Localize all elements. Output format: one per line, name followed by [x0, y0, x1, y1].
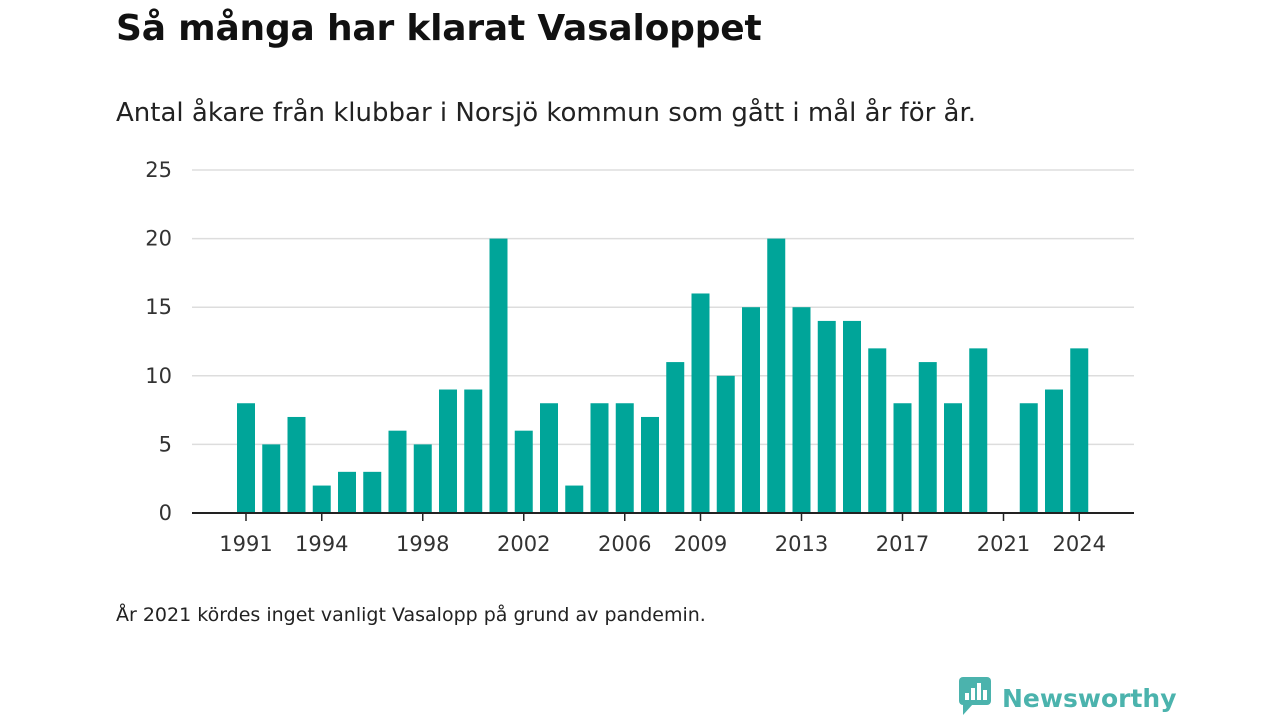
y-tick-label: 15: [145, 295, 172, 319]
x-tick-label: 2006: [598, 532, 651, 556]
bar-2012: [767, 238, 786, 513]
x-axis-ticks: 1991 1994 1998 2002 2006 2009 2013 2017 2021 2024: [219, 513, 1106, 556]
y-tick-label: 10: [145, 364, 172, 388]
bar-2016: [868, 348, 887, 513]
bar-2015: [843, 320, 861, 513]
brand-name: Newsworthy: [1002, 683, 1177, 713]
bar-2014: [817, 320, 836, 513]
bar-2023: [1045, 389, 1063, 513]
bar-2022: [1019, 403, 1038, 513]
bar-1994: [312, 485, 331, 513]
newsworthy-logo-icon: [958, 676, 992, 720]
bar-2024: [1070, 348, 1089, 513]
x-tick-label: 2021: [977, 532, 1030, 556]
bar-2007: [641, 416, 659, 513]
bar-2020: [969, 348, 988, 513]
bar-2000: [464, 389, 483, 513]
y-tick-label: 20: [145, 227, 172, 251]
bar-chart: 0 5 10 15 20 25 1991 1994 1998 2002 2006 2009 2013 2…: [145, 158, 1134, 556]
bar-1997: [388, 430, 407, 513]
bar-2008: [666, 362, 685, 513]
bar-2009: [691, 293, 710, 513]
bar-2001: [489, 238, 508, 513]
bar-1998: [413, 444, 432, 513]
x-tick-label: 2009: [674, 532, 727, 556]
y-axis-ticks: 0 5 10 15 20 25: [145, 158, 172, 525]
bar-1995: [338, 471, 356, 513]
footnote: År 2021 kördes inget vanligt Vasalopp på…: [116, 604, 706, 626]
x-tick-label: 1998: [396, 532, 449, 556]
x-tick-label: 1991: [219, 532, 272, 556]
bar-2004: [565, 485, 584, 513]
x-tick-label: 2013: [775, 532, 828, 556]
bars: [237, 238, 1089, 513]
x-tick-label: 1994: [295, 532, 348, 556]
bar-2017: [893, 403, 912, 513]
y-tick-label: 25: [145, 158, 172, 182]
bar-2013: [792, 307, 811, 513]
bar-2005: [590, 403, 609, 513]
brand-logo[interactable]: Newsworthy: [958, 676, 1177, 720]
chart-subtitle: Antal åkare från klubbar i Norsjö kommun…: [116, 98, 977, 128]
x-tick-label: 2002: [497, 532, 550, 556]
bar-1996: [363, 471, 382, 513]
x-tick-label: 2017: [876, 532, 929, 556]
bar-1991: [237, 403, 255, 513]
bar-2002: [514, 430, 533, 513]
x-tick-label: 2024: [1053, 532, 1106, 556]
chart-title: Så många har klarat Vasaloppet: [116, 8, 762, 49]
bar-2019: [944, 403, 962, 513]
bar-2018: [918, 362, 937, 513]
bar-2003: [540, 403, 558, 513]
bar-2011: [742, 307, 760, 513]
y-tick-label: 5: [159, 432, 172, 456]
y-tick-label: 0: [159, 501, 172, 525]
bar-1993: [287, 416, 306, 513]
bar-1999: [439, 389, 457, 513]
gridlines: [192, 169, 1134, 446]
bar-2006: [615, 403, 634, 513]
bar-1992: [262, 444, 281, 513]
bar-2010: [716, 375, 735, 513]
